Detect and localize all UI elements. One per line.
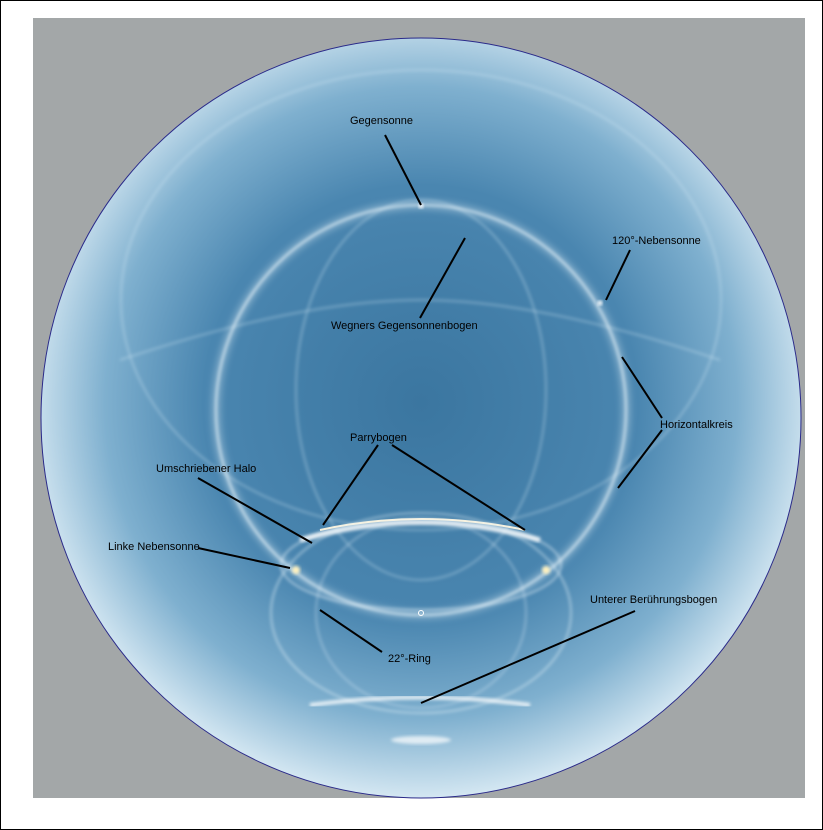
faint-outer-arcs [119, 69, 722, 581]
label-parhelion-120: 120°-Nebensonne [612, 235, 701, 247]
label-horizontal-circle: Horizontalkreis [660, 419, 733, 431]
sky-disc [40, 37, 802, 799]
label-left-parhelion: Linke Nebensonne [108, 541, 200, 553]
label-gegensonne: Gegensonne [350, 115, 413, 127]
ring-22-halo [270, 512, 572, 714]
lower-tangent-arc [309, 695, 531, 707]
lower-glow [391, 736, 451, 744]
parhelion-120 [597, 300, 603, 306]
label-ring-22: 22°-Ring [388, 653, 431, 665]
label-wegener-arc: Wegners Gegensonnenbogen [331, 320, 478, 332]
label-parry-arc: Parrybogen [350, 432, 407, 444]
label-circumscribed-halo: Umschriebener Halo [156, 463, 256, 475]
leader-lines [197, 134, 663, 704]
sun-marker [418, 610, 424, 616]
label-lower-tangent-arc: Unterer Berührungsbogen [590, 594, 717, 606]
left-parhelion [292, 566, 300, 574]
right-parhelion [542, 566, 550, 574]
